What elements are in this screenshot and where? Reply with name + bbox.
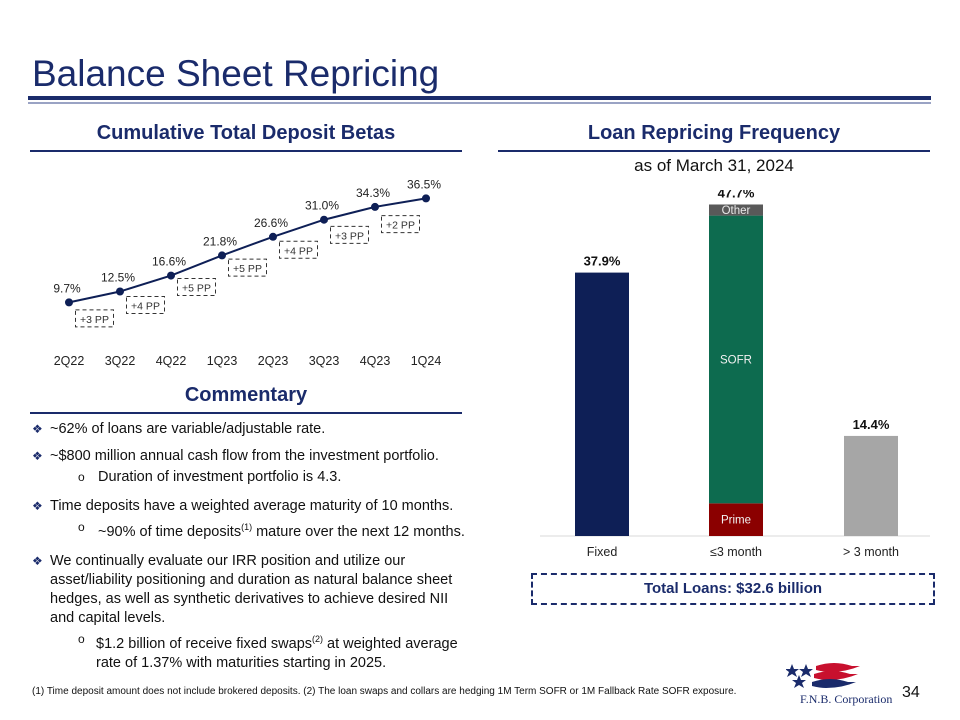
fnb-logo-text: F.N.B. Corporation xyxy=(800,692,893,706)
loan-repricing-chart: 37.9% Prime SOFR Other 47.7% 14.4% Fixed ≤3 mon… xyxy=(540,190,930,559)
sub-bullet-text-cont: mature over the next 12 months. xyxy=(252,523,465,540)
circle-bullet-icon: o xyxy=(78,470,85,484)
betas-value-label: 9.7% xyxy=(53,281,81,295)
title-divider-secondary xyxy=(28,102,931,104)
betas-x-tick-label: 1Q23 xyxy=(207,354,238,368)
betas-x-tick-label: 3Q22 xyxy=(105,354,136,368)
commentary-bullet: ❖ ~$800 million annual cash flow from th… xyxy=(32,447,472,466)
commentary-heading: Commentary xyxy=(184,384,308,406)
loan-repricing-divider xyxy=(498,150,930,152)
bar-fixed xyxy=(575,272,629,536)
page-title: Balance Sheet Repricing xyxy=(32,53,440,94)
deposit-betas-divider xyxy=(30,150,462,152)
page-number: 34 xyxy=(902,684,920,701)
diamond-bullet-icon: ❖ xyxy=(32,553,43,568)
diamond-bullet-icon: ❖ xyxy=(32,449,43,463)
betas-increment-box xyxy=(330,225,369,244)
betas-increment-label: +4 PP xyxy=(131,301,160,313)
loan-repricing-subheading: as of March 31, 2024 xyxy=(634,156,794,175)
total-loans-box: Total Loans: $32.6 billion xyxy=(531,573,935,605)
diamond-bullet-icon: ❖ xyxy=(32,499,43,513)
commentary-sub-bullet: o ~90% of time deposits(1) mature over t… xyxy=(32,518,472,542)
deposit-betas-chart: 9.7% 2Q22 12.5% 3Q22 16.6% 4Q22 21.8% 1Q23 26.6%… xyxy=(53,177,442,368)
betas-increment-label: +5 PP xyxy=(182,283,211,295)
commentary-sub-bullet: o $1.2 billion of receive fixed swaps(2)… xyxy=(32,630,472,673)
bar-segment-other-label: Other xyxy=(722,205,751,217)
footnote: (1) Time deposit amount does not include… xyxy=(32,686,737,697)
deposit-betas-heading: Cumulative Total Deposit Betas xyxy=(96,122,396,144)
betas-increment-label: +3 PP xyxy=(335,230,364,242)
bullet-text: We continually evaluate our IRR position… xyxy=(50,552,453,626)
betas-value-label: 12.5% xyxy=(101,271,135,285)
bar-3month-value-label: 47.7% xyxy=(718,190,755,200)
betas-point xyxy=(218,251,226,260)
betas-point xyxy=(167,271,175,280)
betas-point xyxy=(116,287,124,296)
betas-x-tick-label: 2Q23 xyxy=(258,354,289,368)
betas-x-tick-label: 2Q22 xyxy=(54,354,85,368)
footnote-ref: (1) xyxy=(241,522,253,532)
bullet-text: ~62% of loans are variable/adjustable ra… xyxy=(50,421,326,437)
betas-value-label: 36.5% xyxy=(407,177,441,191)
bar-segment-sofr xyxy=(709,215,763,504)
bar-segment-other xyxy=(709,204,763,216)
betas-value-label: 26.6% xyxy=(254,216,288,230)
betas-x-tick-label: 1Q24 xyxy=(411,354,442,368)
betas-point xyxy=(65,298,73,307)
betas-increment-label: +5 PP xyxy=(233,263,262,275)
loan-x-tick-label: ≤3 month xyxy=(710,545,762,559)
bullet-text: ~$800 million annual cash flow from the … xyxy=(50,448,439,464)
bar-over-3month-value-label: 14.4% xyxy=(853,417,890,432)
betas-point xyxy=(269,232,277,241)
betas-value-label: 16.6% xyxy=(152,255,186,269)
commentary-sub-bullet: o Duration of investment portfolio is 4.… xyxy=(32,468,472,487)
betas-increment-box xyxy=(279,240,318,259)
commentary-bullet: ❖ ~62% of loans are variable/adjustable … xyxy=(32,420,472,439)
bar-over-3month xyxy=(844,435,898,536)
betas-increment-box xyxy=(126,296,165,315)
betas-increment-label: +2 PP xyxy=(386,220,415,232)
commentary-divider xyxy=(30,412,462,414)
betas-x-tick-label: 4Q23 xyxy=(360,354,391,368)
betas-increment-label: +4 PP xyxy=(284,245,313,257)
sub-bullet-text: Duration of investment portfolio is 4.3. xyxy=(98,469,342,485)
betas-increment-box xyxy=(75,309,114,328)
betas-point xyxy=(371,202,379,211)
title-divider xyxy=(28,96,931,100)
betas-increment-box xyxy=(177,278,216,297)
bar-segment-prime xyxy=(709,503,763,536)
betas-x-tick-label: 4Q22 xyxy=(156,354,187,368)
betas-series-line xyxy=(68,197,427,304)
fnb-flag-logo-icon xyxy=(786,663,860,688)
commentary-list: ❖ ~62% of loans are variable/adjustable … xyxy=(32,420,472,673)
sub-bullet-text-cont: at weighted average rate of 1.37% with m… xyxy=(96,635,458,671)
betas-value-label: 31.0% xyxy=(305,199,339,213)
loan-x-tick-label: Fixed xyxy=(587,545,618,559)
loan-repricing-heading: Loan Repricing Frequency xyxy=(587,122,841,144)
betas-value-label: 21.8% xyxy=(203,234,237,248)
betas-x-tick-label: 3Q23 xyxy=(309,354,340,368)
sub-bullet-text: $1.2 billion of receive fixed swaps xyxy=(96,635,313,652)
circle-bullet-icon: o xyxy=(78,520,85,534)
footnote-ref: (2) xyxy=(312,633,324,644)
sub-bullet-text: ~90% of time deposits xyxy=(98,523,242,540)
loan-x-tick-label: > 3 month xyxy=(843,545,899,559)
commentary-bullet: ❖ Time deposits have a weighted average … xyxy=(32,497,472,516)
betas-increment-box xyxy=(381,215,420,234)
circle-bullet-icon: o xyxy=(78,631,85,646)
commentary-bullet: ❖ We continually evaluate our IRR positi… xyxy=(32,552,472,628)
bullet-text: Time deposits have a weighted average ma… xyxy=(50,498,454,514)
betas-increment-label: +3 PP xyxy=(80,314,109,326)
betas-increment-box xyxy=(228,258,267,277)
betas-value-label: 34.3% xyxy=(356,186,390,200)
bar-segment-sofr-label: SOFR xyxy=(720,354,752,366)
bar-segment-prime-label: Prime xyxy=(721,515,751,527)
bar-fixed-value-label: 37.9% xyxy=(584,254,621,269)
diamond-bullet-icon: ❖ xyxy=(32,422,43,436)
betas-point xyxy=(320,215,328,224)
betas-point xyxy=(422,194,430,203)
